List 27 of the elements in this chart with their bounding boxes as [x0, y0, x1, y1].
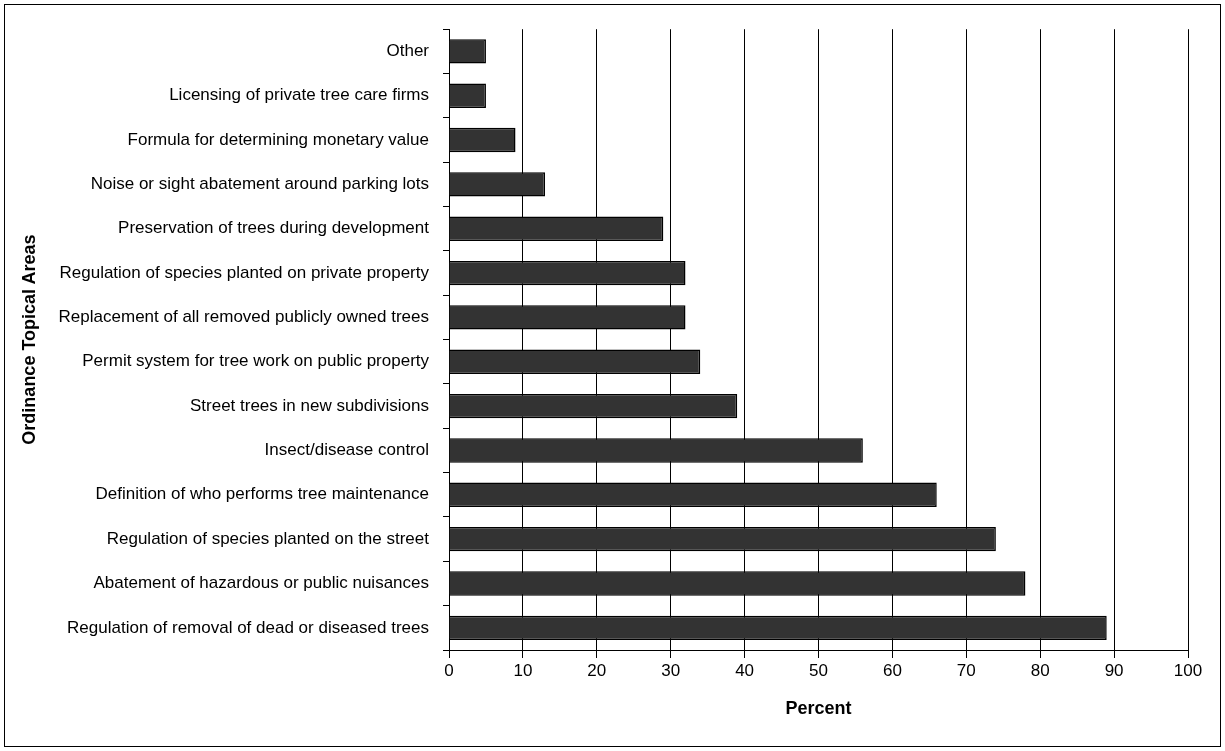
y-tick-label: Preservation of trees during development — [118, 218, 430, 238]
x-tick-label: 0 — [444, 660, 454, 680]
y-tick-label: Street trees in new subdivisions — [189, 395, 430, 415]
y-tick-label: Regulation of species planted on private property — [59, 262, 430, 282]
x-tick-label: 80 — [1030, 660, 1050, 680]
y-tick-label: Definition of who performs tree maintenance — [95, 484, 430, 504]
y-tick-label: Other — [386, 41, 430, 61]
y-tick-label: Replacement of all removed publicly owned trees — [58, 307, 430, 327]
x-tick-label: 40 — [735, 660, 755, 680]
x-tick-label: 20 — [587, 660, 607, 680]
x-tick-label: 70 — [956, 660, 976, 680]
y-tick-label: Insect/disease control — [264, 440, 430, 460]
x-tick-label: 10 — [513, 660, 533, 680]
y-tick-label: Regulation of species planted on the street — [106, 528, 430, 548]
y-tick-label: Regulation of removal of dead or diseased trees — [67, 617, 430, 637]
x-tick-label: 30 — [661, 660, 681, 680]
y-tick-label: Formula for determining monetary value — [127, 129, 430, 149]
x-tick-label: 50 — [809, 660, 828, 680]
y-axis-title: Ordinance Topical Areas — [18, 234, 39, 445]
x-tick-label: 100 — [1173, 660, 1203, 680]
x-tick-label: 90 — [1104, 660, 1124, 680]
x-tick-label: 60 — [882, 660, 902, 680]
y-tick-label: Permit system for tree work on public property — [82, 351, 430, 371]
y-tick-label: Noise or sight abatement around parking lots — [90, 174, 430, 194]
x-axis-title: Percent — [785, 698, 852, 719]
y-tick-label: Licensing of private tree care firms — [169, 85, 430, 105]
y-tick-label: Abatement of hazardous or public nuisances — [93, 573, 430, 593]
